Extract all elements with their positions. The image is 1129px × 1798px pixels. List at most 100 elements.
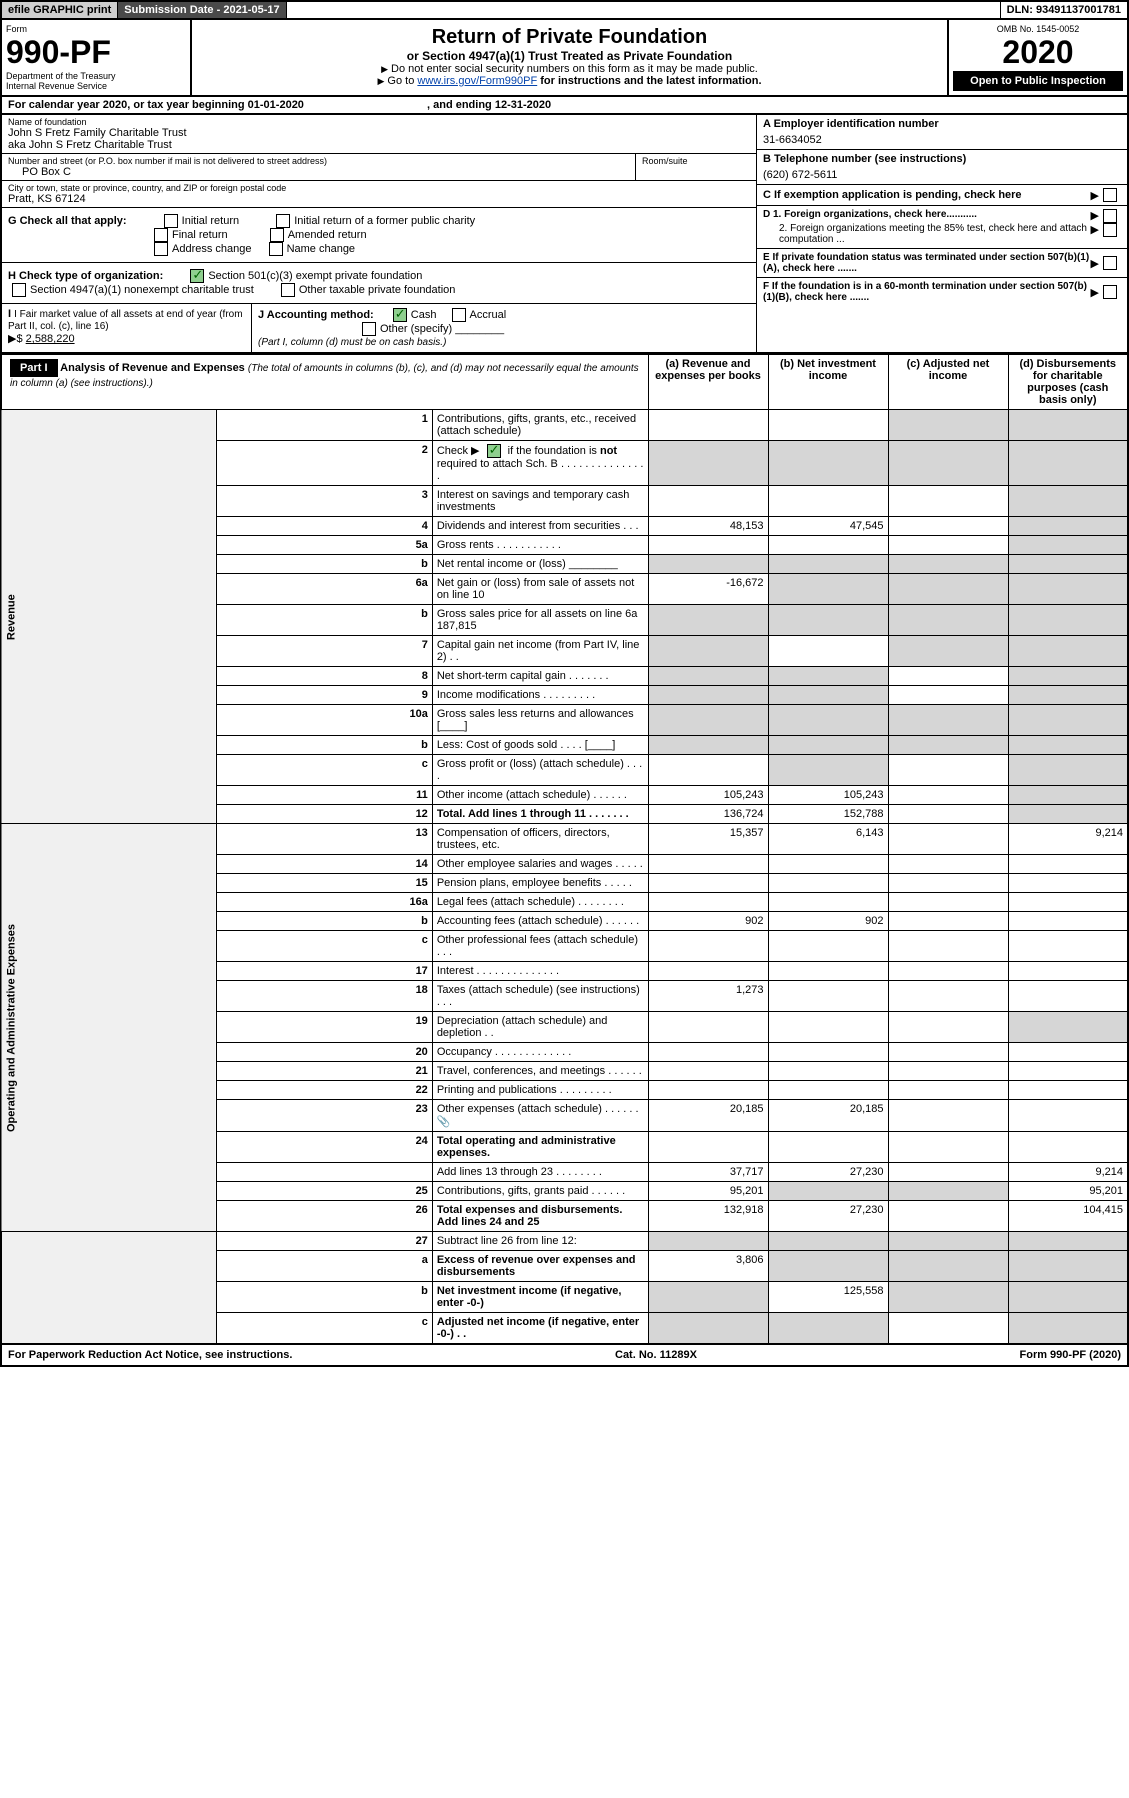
cell-d [1008, 931, 1128, 962]
4947a1-checkbox[interactable] [12, 283, 26, 297]
section-j: J Accounting method: Cash Accrual Other … [252, 304, 756, 352]
cell-b: 152,788 [768, 805, 888, 824]
part1-title: Analysis of Revenue and Expenses [60, 362, 245, 374]
cell-a [648, 893, 768, 912]
line-number: 23 [217, 1100, 433, 1132]
other-taxable-checkbox[interactable] [281, 283, 295, 297]
name-label: Name of foundation [8, 117, 750, 127]
cell-c [888, 536, 1008, 555]
cell-b [768, 1182, 888, 1201]
c-checkbox[interactable] [1103, 188, 1117, 202]
form-title: Return of Private Foundation [198, 26, 941, 49]
line-number: 13 [217, 824, 433, 855]
section-i-j: I I Fair market value of all assets at e… [2, 304, 756, 352]
cash-checkbox[interactable] [393, 308, 407, 322]
cell-b [768, 410, 888, 441]
cell-d [1008, 736, 1128, 755]
cell-b [768, 855, 888, 874]
cell-b [768, 605, 888, 636]
cell-d [1008, 1232, 1128, 1251]
section-d: D 1. Foreign organizations, check here..… [757, 206, 1127, 249]
line-desc: Other income (attach schedule) . . . . .… [432, 786, 648, 805]
line-desc: Add lines 13 through 23 . . . . . . . . [432, 1163, 648, 1182]
cell-c [888, 555, 1008, 574]
final-return-checkbox[interactable] [154, 228, 168, 242]
cell-b [768, 874, 888, 893]
cell-c [888, 962, 1008, 981]
line-desc: Income modifications . . . . . . . . . [432, 686, 648, 705]
line-desc: Depreciation (attach schedule) and deple… [432, 1012, 648, 1043]
d2-label: 2. Foreign organizations meeting the 85%… [763, 223, 1091, 245]
line-desc: Subtract line 26 from line 12: [432, 1232, 648, 1251]
cell-a: 3,806 [648, 1251, 768, 1282]
e-checkbox[interactable] [1103, 256, 1117, 270]
table-row: 27Subtract line 26 from line 12: [1, 1232, 1128, 1251]
initial-return-checkbox[interactable] [164, 214, 178, 228]
cell-d [1008, 912, 1128, 931]
cell-c [888, 1081, 1008, 1100]
address-row: Number and street (or P.O. box number if… [2, 154, 756, 181]
accrual-checkbox[interactable] [452, 308, 466, 322]
501c3-checkbox[interactable] [190, 269, 204, 283]
line-desc: Other expenses (attach schedule) . . . .… [432, 1100, 648, 1132]
line-desc: Excess of revenue over expenses and disb… [432, 1251, 648, 1282]
cell-b: 20,185 [768, 1100, 888, 1132]
cell-b [768, 1313, 888, 1345]
room-label: Room/suite [642, 156, 750, 166]
cell-a [648, 931, 768, 962]
j-note: (Part I, column (d) must be on cash basi… [258, 337, 446, 348]
line-desc: Net short-term capital gain . . . . . . … [432, 667, 648, 686]
cell-c [888, 1132, 1008, 1163]
cell-a [648, 1232, 768, 1251]
line-desc: Net gain or (loss) from sale of assets n… [432, 574, 648, 605]
line-number: 16a [217, 893, 433, 912]
f-checkbox[interactable] [1103, 285, 1117, 299]
cell-b [768, 1062, 888, 1081]
cell-a [648, 441, 768, 486]
d1-checkbox[interactable] [1103, 209, 1117, 223]
cell-b [768, 441, 888, 486]
f-label: F If the foundation is in a 60-month ter… [763, 281, 1091, 303]
attachment-icon[interactable]: 📎 [437, 1116, 451, 1128]
address-change-checkbox[interactable] [154, 242, 168, 256]
cell-a [648, 1282, 768, 1313]
form-subtitle: or Section 4947(a)(1) Trust Treated as P… [198, 49, 941, 63]
cell-b [768, 686, 888, 705]
line-desc: Travel, conferences, and meetings . . . … [432, 1062, 648, 1081]
sch-b-checkbox[interactable] [487, 444, 501, 458]
cell-c [888, 1182, 1008, 1201]
footer-right: Form 990-PF (2020) [1020, 1349, 1121, 1361]
cell-a [648, 555, 768, 574]
address: PO Box C [8, 166, 629, 178]
form-number: 990-PF [6, 34, 186, 71]
cell-d [1008, 1062, 1128, 1081]
cell-c [888, 410, 1008, 441]
section-f: F If the foundation is in a 60-month ter… [757, 278, 1127, 306]
revenue-side-label: Revenue [1, 410, 217, 824]
col-a-header: (a) Revenue and expenses per books [648, 355, 768, 410]
cell-d [1008, 486, 1128, 517]
initial-former-checkbox[interactable] [276, 214, 290, 228]
amended-return-checkbox[interactable] [270, 228, 284, 242]
cell-b: 902 [768, 912, 888, 931]
d2-checkbox[interactable] [1103, 223, 1117, 237]
cell-a: 1,273 [648, 981, 768, 1012]
cell-c [888, 981, 1008, 1012]
cell-a: 48,153 [648, 517, 768, 536]
form990pf-link[interactable]: www.irs.gov/Form990PF [417, 75, 537, 87]
cell-d [1008, 1313, 1128, 1345]
line-number: b [217, 736, 433, 755]
name-change-checkbox[interactable] [269, 242, 283, 256]
line-number: 10a [217, 705, 433, 736]
cell-c [888, 874, 1008, 893]
cell-b: 27,230 [768, 1201, 888, 1232]
cell-b [768, 667, 888, 686]
other-method-checkbox[interactable] [362, 322, 376, 336]
line-number: 5a [217, 536, 433, 555]
cell-a [648, 1043, 768, 1062]
cell-d [1008, 667, 1128, 686]
cell-d [1008, 1012, 1128, 1043]
cell-c [888, 636, 1008, 667]
arrow-icon: ▶ [1091, 286, 1099, 299]
line-number: 27 [217, 1232, 433, 1251]
